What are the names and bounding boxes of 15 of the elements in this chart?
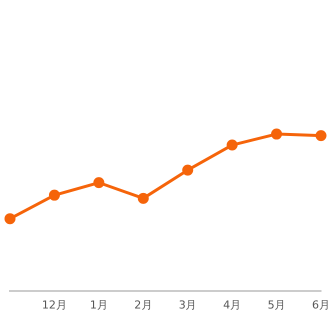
point xyxy=(271,128,282,140)
x-tick-label: 12月 xyxy=(42,298,67,312)
x-tick-label: 6月 xyxy=(312,298,330,312)
point xyxy=(4,213,16,224)
point xyxy=(226,140,238,151)
point xyxy=(182,164,194,176)
x-tick-label: 4月 xyxy=(223,298,242,312)
x-tick-label: 1月 xyxy=(90,298,108,312)
x-tick-label: 3月 xyxy=(178,298,197,312)
point xyxy=(48,190,60,201)
x-tick-label: 2月 xyxy=(134,298,152,312)
x-tick-label: 5月 xyxy=(268,298,286,312)
point xyxy=(316,130,326,142)
point xyxy=(93,177,104,188)
point xyxy=(138,192,149,204)
